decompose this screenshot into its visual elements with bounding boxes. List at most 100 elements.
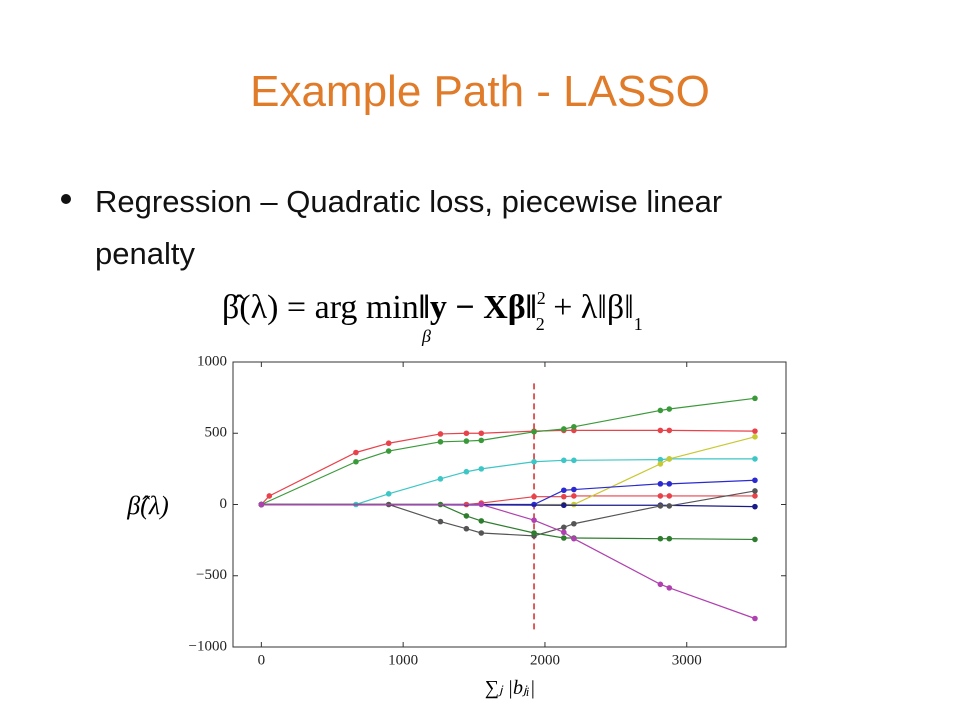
data-point: [353, 449, 359, 456]
x-tick-label: 2000: [530, 652, 560, 668]
y-tick-label: −500: [196, 567, 227, 583]
data-point: [571, 501, 577, 508]
data-point: [752, 395, 758, 402]
data-point: [752, 536, 758, 543]
data-point: [666, 481, 673, 487]
data-point: [571, 520, 577, 527]
data-point: [531, 530, 537, 536]
data-point: [353, 458, 359, 465]
data-point: [657, 503, 664, 509]
data-point: [437, 476, 444, 482]
series-line: [261, 490, 756, 537]
y-axis-label: β̂(λ): [126, 491, 169, 520]
data-point: [561, 487, 567, 494]
data-point: [571, 493, 577, 499]
data-point: [531, 501, 537, 508]
slide-title: Example Path - LASSO: [250, 67, 710, 116]
formula-part: β: [421, 326, 431, 346]
data-point: [657, 461, 664, 467]
data-point: [666, 427, 673, 434]
formula-part: ‖y − Xβ‖: [419, 289, 537, 326]
data-point: [666, 503, 673, 509]
data-point: [258, 501, 265, 508]
data-point: [752, 456, 758, 462]
data-point: [385, 440, 392, 447]
x-tick-label: 0: [258, 652, 266, 668]
data-point: [657, 481, 664, 487]
data-point: [752, 503, 758, 510]
x-axis-label: ∑ⱼ |bⱼᵢ|: [485, 677, 535, 699]
data-point: [657, 407, 664, 414]
data-point: [752, 493, 758, 499]
data-point: [571, 424, 577, 430]
data-point: [666, 456, 673, 462]
data-point: [666, 585, 673, 591]
data-point: [437, 439, 444, 445]
data-point: [531, 458, 537, 465]
data-point: [752, 428, 758, 434]
x-tick-label: 1000: [388, 652, 418, 668]
data-point: [666, 493, 673, 499]
formula: β̂(λ) = arg min‖y − Xβ‖2 2 + λ‖β‖1: [222, 288, 643, 334]
formula-part: 2: [537, 288, 546, 308]
data-point: [666, 406, 673, 412]
data-point: [561, 524, 567, 531]
data-point: [478, 430, 485, 437]
data-point: [666, 535, 673, 542]
data-point: [657, 581, 664, 588]
formula-part: β̂(λ) = arg min: [222, 289, 419, 326]
series-line: [261, 495, 755, 506]
data-point: [478, 518, 485, 524]
series-line: [261, 397, 756, 506]
data-point: [531, 429, 537, 435]
data-point: [561, 457, 567, 464]
data-point: [463, 525, 470, 532]
data-point: [463, 430, 470, 437]
data-point: [561, 502, 567, 509]
data-point: [561, 529, 567, 536]
bullet-dot: [61, 194, 71, 204]
data-point: [571, 457, 577, 464]
data-point: [266, 493, 273, 499]
data-point: [478, 466, 485, 472]
data-point: [463, 468, 470, 475]
data-point: [531, 493, 537, 500]
formula-part: 2: [536, 314, 545, 334]
y-tick-label: 1000: [197, 353, 227, 369]
y-tick-label: 500: [205, 425, 228, 441]
data-point: [561, 493, 567, 500]
y-tick-label: 0: [220, 496, 228, 512]
data-point: [571, 486, 577, 493]
series-line: [260, 429, 755, 505]
data-point: [657, 493, 664, 499]
data-point: [571, 535, 577, 542]
data-point: [463, 513, 470, 519]
data-point: [561, 535, 567, 541]
series-line: [261, 503, 755, 541]
series-line: [261, 503, 756, 620]
x-tick-label: 3000: [672, 652, 702, 668]
series-line: [261, 479, 755, 506]
data-point: [385, 491, 392, 497]
data-point: [657, 535, 664, 542]
bullet-text: Regression – Quadratic loss, piecewise l…: [95, 184, 722, 219]
formula-part: + λ‖β‖: [545, 289, 634, 326]
data-point: [478, 530, 485, 536]
data-point: [752, 434, 758, 440]
data-point: [561, 426, 567, 432]
chart: −1000 −500 0 500 1000 0 1000 2000 3000 ∑ⱼ |bⱼᵢ| β̂…: [126, 353, 787, 699]
data-point: [657, 456, 664, 463]
y-tick-label: −1000: [189, 638, 227, 654]
data-point: [437, 431, 444, 437]
data-point: [531, 517, 537, 523]
data-point: [752, 477, 758, 484]
data-point: [752, 615, 758, 622]
data-point: [478, 437, 485, 444]
formula-part: 1: [634, 314, 643, 334]
data-point: [463, 438, 470, 444]
data-point: [657, 427, 664, 434]
series-line: [261, 458, 755, 506]
data-point: [752, 488, 758, 494]
data-point: [478, 501, 485, 508]
